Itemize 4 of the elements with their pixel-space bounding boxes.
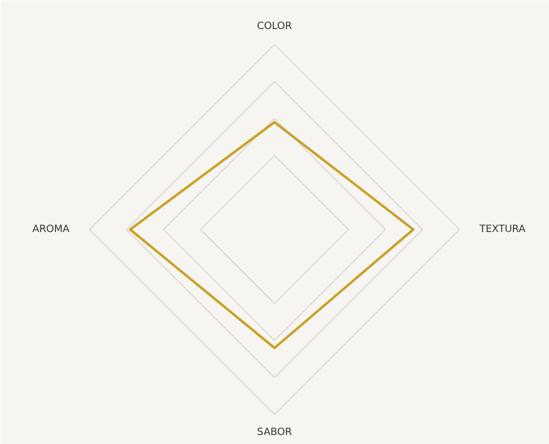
spoke-label: AROMA (32, 224, 70, 235)
spoke-label: COLOR (257, 21, 292, 32)
spoke-label: TEXTURA (478, 224, 526, 235)
spoke-label: SABOR (257, 427, 292, 438)
